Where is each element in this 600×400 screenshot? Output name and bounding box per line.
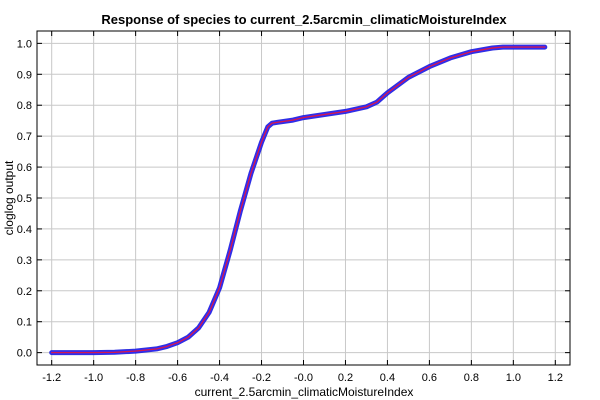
y-axis-label: cloglog output <box>2 160 16 235</box>
x-tick-label: -0.4 <box>210 372 229 384</box>
x-tick-label: -0.2 <box>252 372 271 384</box>
x-tick-label: -0.0 <box>294 372 313 384</box>
x-tick-label: -0.8 <box>126 372 145 384</box>
series-line-1 <box>51 46 546 354</box>
x-tick-label: -0.6 <box>168 372 187 384</box>
y-tick-label: 0.2 <box>17 286 32 298</box>
x-tick-label: -1.0 <box>84 372 103 384</box>
y-tick-label: 1.0 <box>17 38 32 50</box>
x-axis-label: current_2.5arcmin_climaticMoistureIndex <box>195 385 414 399</box>
y-tick-label: 0.5 <box>17 193 32 205</box>
x-tick-label: 0.8 <box>464 372 479 384</box>
y-tick-label: 0.4 <box>17 224 32 236</box>
y-tick-label: 0.3 <box>17 255 32 267</box>
chart-title: Response of species to current_2.5arcmin… <box>101 12 507 27</box>
y-tick-label: 0.9 <box>17 69 32 81</box>
series-layer <box>49 44 548 356</box>
y-tick-label: 0.7 <box>17 131 32 143</box>
y-tick-label: 0.1 <box>17 317 32 329</box>
x-tick-label: 1.2 <box>548 372 563 384</box>
y-tick-label: 0.6 <box>17 162 32 174</box>
x-tick-label: 0.4 <box>380 372 395 384</box>
x-tick-label: 0.2 <box>338 372 353 384</box>
y-tick-label: 0.0 <box>17 348 32 360</box>
x-tick-label: 1.0 <box>506 372 521 384</box>
y-tick-label: 0.8 <box>17 100 32 112</box>
grid <box>37 31 570 365</box>
x-tick-label: 0.6 <box>422 372 437 384</box>
x-tick-label: -1.2 <box>42 372 61 384</box>
ticks: -1.2 -1.0 -0.8 -0.6 -0.4 -0.2 -0.0 0.2 0.4 0.6 0.8… <box>17 31 570 384</box>
